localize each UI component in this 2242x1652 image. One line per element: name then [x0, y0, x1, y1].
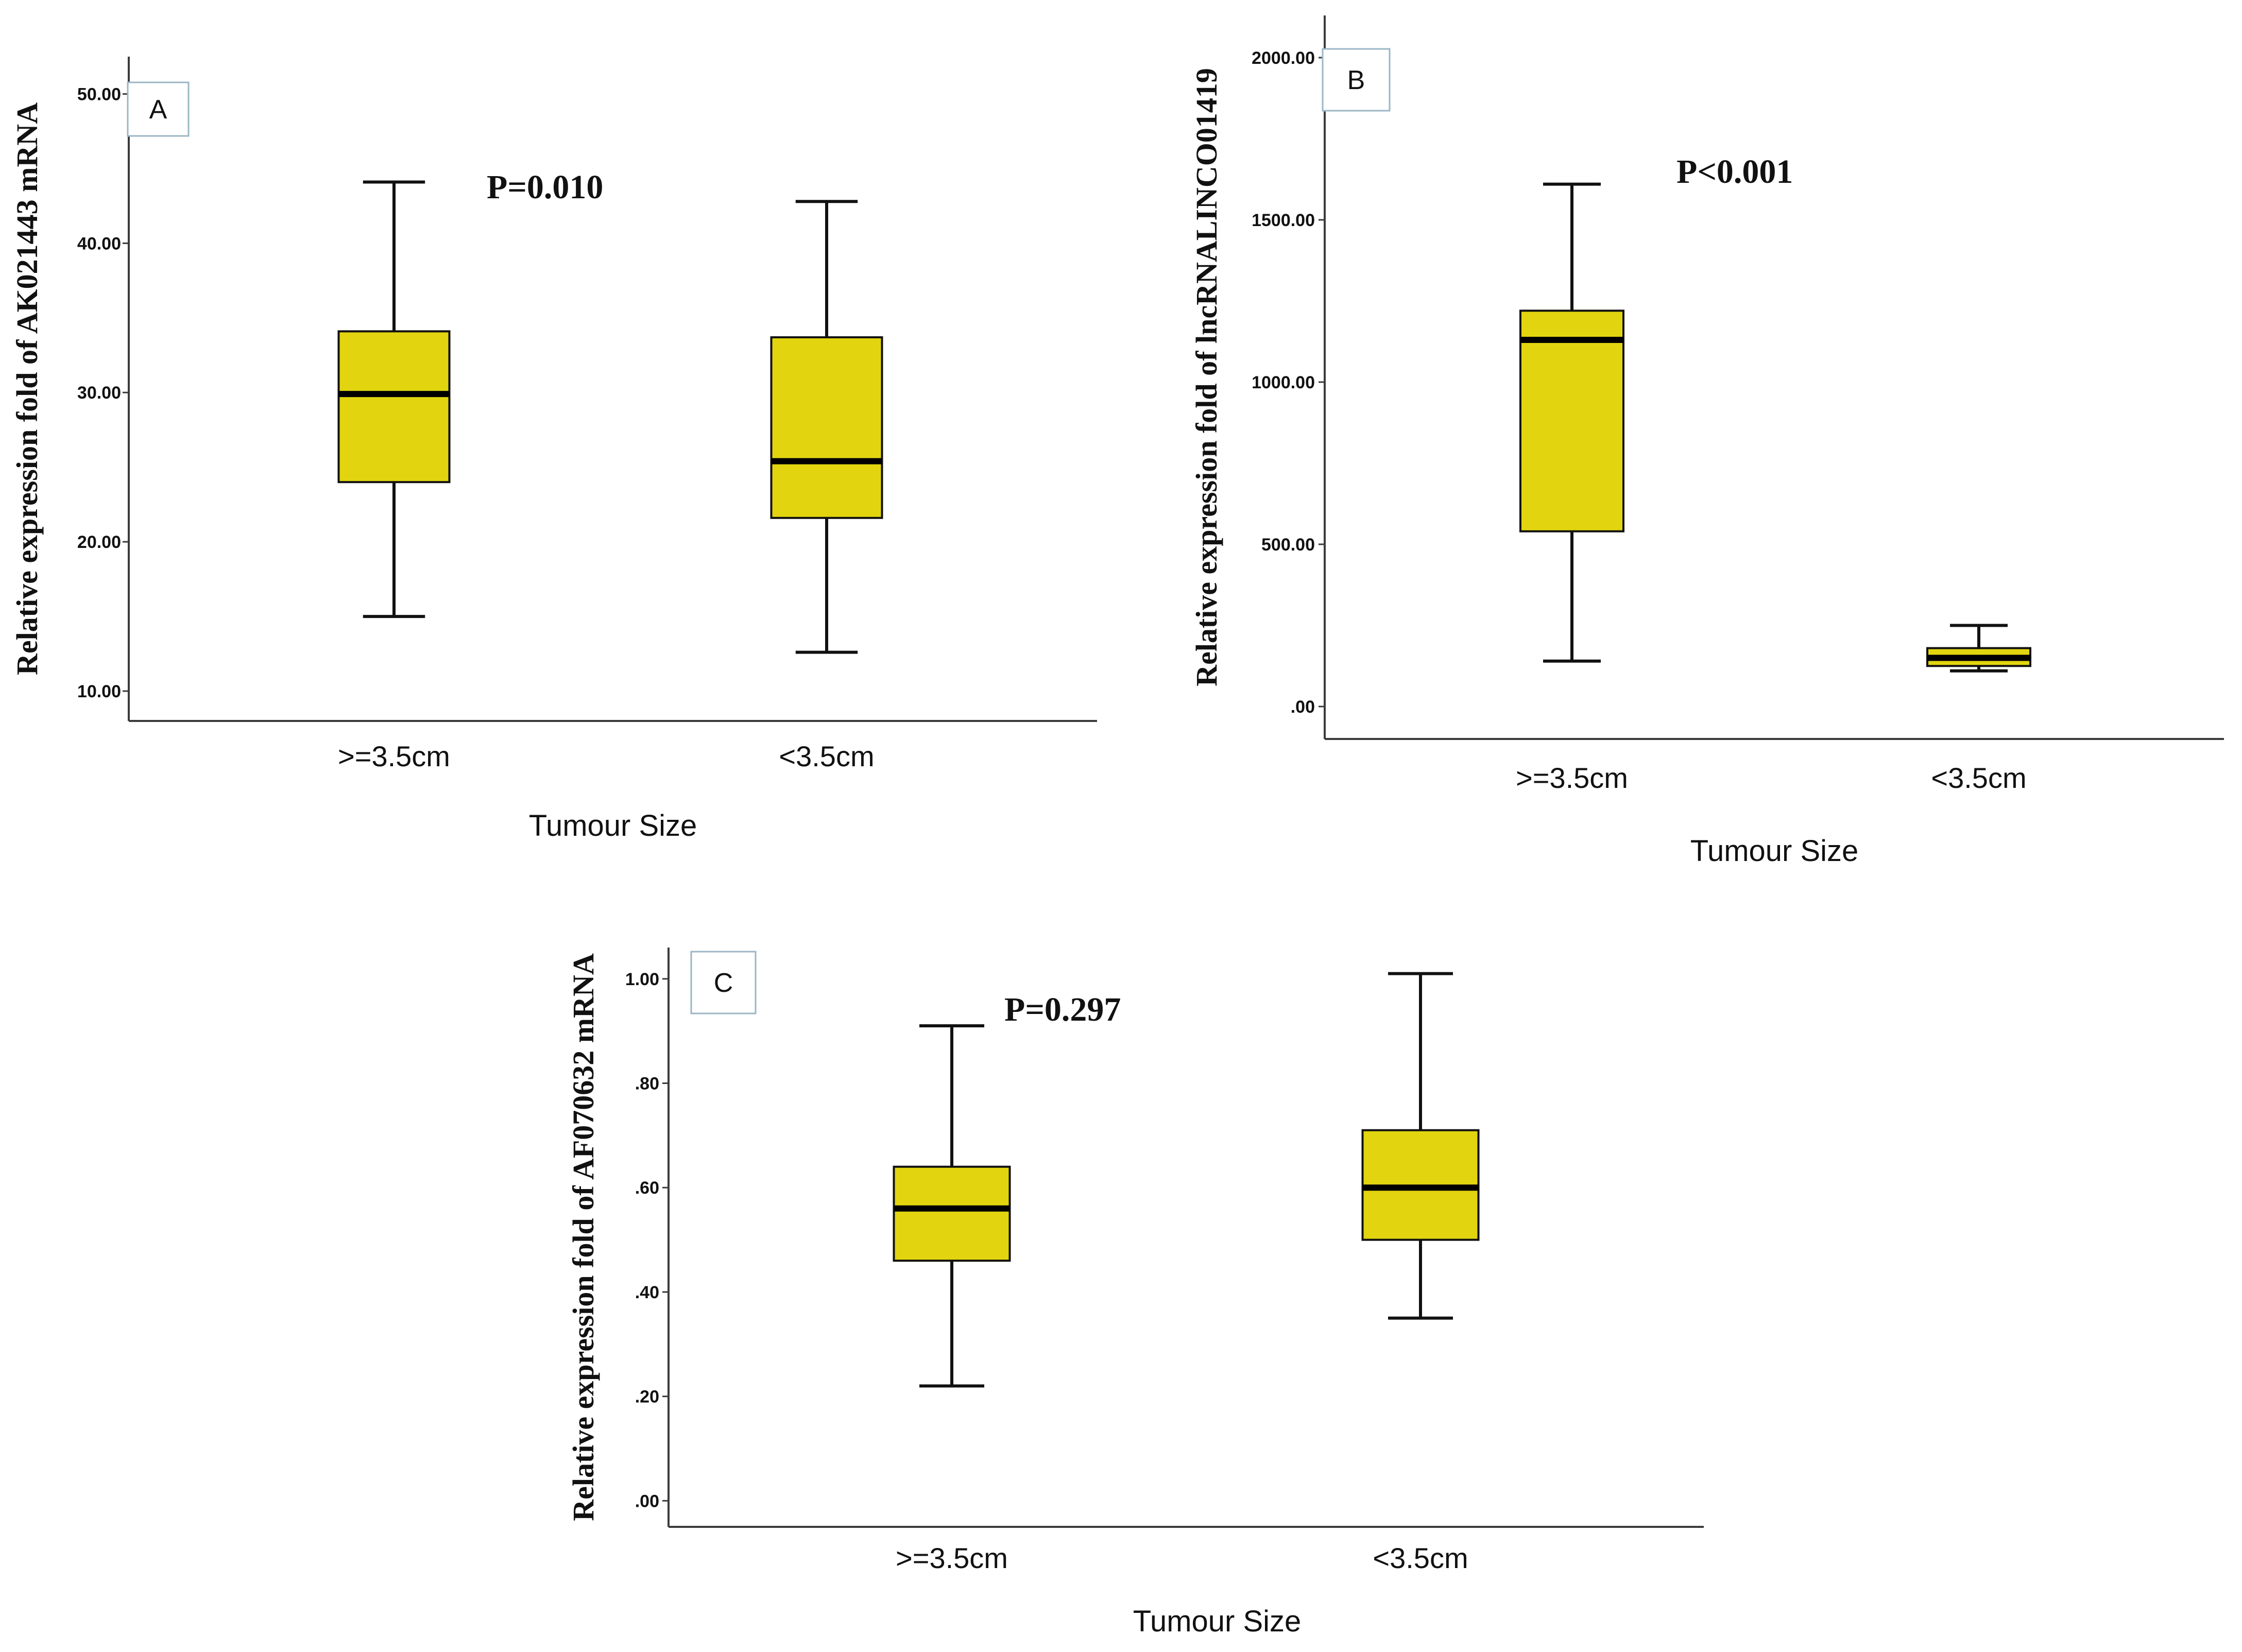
- x-axis-title: Tumour Size: [1690, 834, 1859, 868]
- box-ge-3-5cm: [893, 1024, 1011, 1388]
- iqr-box: [893, 1165, 1011, 1262]
- panel-label: A: [149, 95, 167, 125]
- x-category-label: <3.5cm: [779, 740, 874, 772]
- x-axis-title: Tumour Size: [529, 809, 697, 842]
- panel-label-box: [690, 951, 757, 1014]
- box-lt-3-5cm: [770, 200, 883, 654]
- x-axis-title: Tumour Size: [1133, 1605, 1302, 1638]
- y-tick-label: 1.00: [625, 970, 659, 989]
- panel-label-box: [127, 81, 190, 137]
- p-value-annotation: P=0.297: [1004, 991, 1121, 1028]
- y-tick-label: .20: [635, 1387, 659, 1407]
- box-ge-3-5cm: [1519, 182, 1624, 663]
- box-lt-3-5cm: [1926, 624, 2031, 673]
- panel-label: B: [1347, 65, 1365, 95]
- p-value-annotation: P=0.010: [487, 168, 603, 206]
- x-category-label: <3.5cm: [1931, 762, 2026, 794]
- box-lt-3-5cm: [1361, 972, 1480, 1320]
- y-tick-label: .00: [1291, 697, 1315, 717]
- panel-label: C: [714, 968, 733, 998]
- y-tick-label: 2000.00: [1252, 48, 1315, 68]
- p-value-annotation: P<0.001: [1676, 153, 1793, 191]
- x-category-label: >=3.5cm: [1516, 762, 1628, 794]
- y-tick-label: 20.00: [77, 532, 121, 552]
- y-axis-title: Relative expression fold of AK021443 mRN…: [10, 102, 44, 675]
- chart-panel-a: 10.00 20.00 30.00 40.00 50.00 >=3.5cm <3.5cm Tu…: [10, 57, 1097, 842]
- y-tick-label: .40: [635, 1283, 659, 1302]
- iqr-box: [770, 336, 883, 519]
- iqr-box: [1519, 309, 1624, 532]
- x-category-label: >=3.5cm: [896, 1542, 1008, 1574]
- panel-label-box: [1322, 48, 1391, 112]
- y-tick-label: .00: [635, 1491, 659, 1511]
- x-category-label: <3.5cm: [1373, 1542, 1468, 1574]
- y-tick-label: 1500.00: [1252, 211, 1315, 230]
- y-tick-label: 40.00: [77, 234, 121, 253]
- y-tick-label: 10.00: [77, 682, 121, 701]
- y-axis-title: Relative expression fold of AF070632 mRN…: [567, 953, 600, 1521]
- x-category-label: >=3.5cm: [338, 740, 450, 772]
- iqr-box: [337, 330, 451, 484]
- y-tick-label: 30.00: [77, 383, 121, 403]
- y-tick-label: 1000.00: [1252, 373, 1315, 392]
- y-tick-label: .60: [635, 1178, 659, 1198]
- y-tick-label: 50.00: [77, 84, 121, 104]
- chart-panel-b: .00 500.00 1000.00 1500.00 2000.00 >=3.5cm <3.…: [1190, 15, 2224, 868]
- y-tick-label: .80: [635, 1074, 659, 1094]
- box-ge-3-5cm: [337, 180, 451, 618]
- y-tick-label: 500.00: [1261, 535, 1315, 555]
- chart-panel-c: .00 .20 .40 .60 .80 1.00 >=3.5cm <3.5cm Tumour S…: [567, 948, 1704, 1638]
- y-axis-title: Relative expression fold of lncRNALINCO0…: [1190, 68, 1223, 686]
